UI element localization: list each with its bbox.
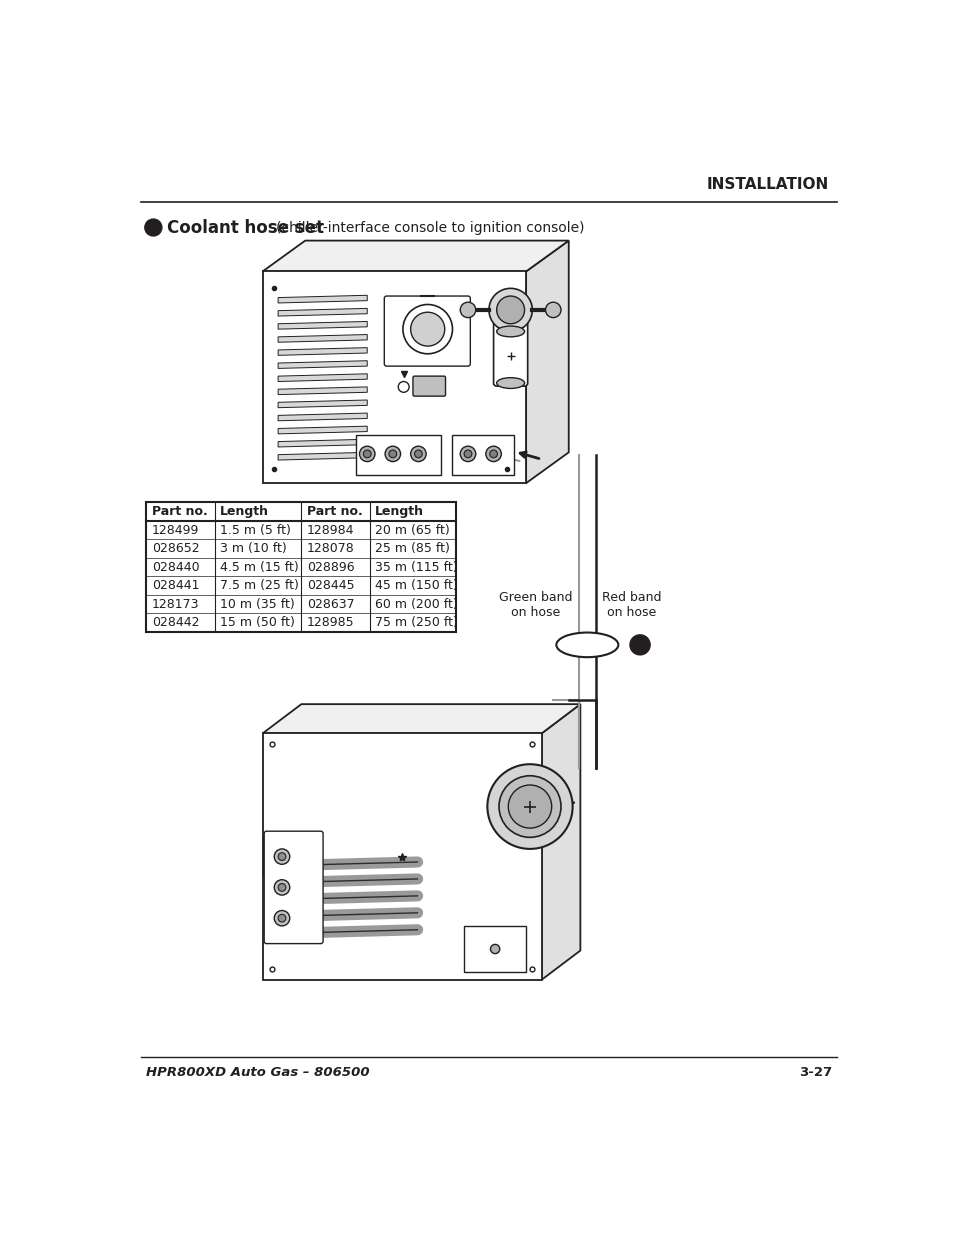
- Text: 028652: 028652: [152, 542, 199, 555]
- Circle shape: [359, 446, 375, 462]
- Text: 128985: 128985: [307, 616, 355, 629]
- Circle shape: [389, 450, 396, 458]
- Polygon shape: [278, 335, 367, 342]
- Circle shape: [278, 883, 286, 892]
- Polygon shape: [278, 374, 367, 382]
- Polygon shape: [262, 704, 579, 734]
- Polygon shape: [262, 272, 525, 483]
- Circle shape: [397, 382, 409, 393]
- Circle shape: [459, 446, 476, 462]
- Text: 60 m (200 ft): 60 m (200 ft): [375, 598, 457, 610]
- Text: 15 m (50 ft): 15 m (50 ft): [220, 616, 294, 629]
- Polygon shape: [278, 440, 367, 447]
- FancyBboxPatch shape: [263, 836, 271, 877]
- Text: 128173: 128173: [152, 598, 199, 610]
- Bar: [146, 503, 456, 632]
- Ellipse shape: [497, 378, 524, 389]
- Text: 028442: 028442: [152, 616, 199, 629]
- Circle shape: [145, 219, 162, 236]
- Circle shape: [415, 450, 422, 458]
- Text: Length: Length: [220, 505, 269, 519]
- Circle shape: [508, 785, 551, 829]
- Circle shape: [490, 945, 499, 953]
- Circle shape: [410, 312, 444, 346]
- Polygon shape: [278, 387, 367, 395]
- Text: 028441: 028441: [152, 579, 199, 592]
- Text: HPR800XD Auto Gas – 806500: HPR800XD Auto Gas – 806500: [146, 1066, 370, 1078]
- Circle shape: [498, 776, 560, 837]
- Text: (chiller-interface console to ignition console): (chiller-interface console to ignition c…: [275, 221, 583, 235]
- Circle shape: [489, 450, 497, 458]
- Circle shape: [410, 446, 426, 462]
- FancyBboxPatch shape: [464, 926, 525, 972]
- FancyBboxPatch shape: [493, 311, 527, 387]
- Polygon shape: [278, 452, 367, 461]
- Text: Part no.: Part no.: [152, 505, 208, 519]
- Circle shape: [488, 288, 532, 331]
- FancyBboxPatch shape: [413, 377, 445, 396]
- Text: 1.5 m (5 ft): 1.5 m (5 ft): [220, 524, 291, 537]
- Text: 7: 7: [149, 221, 157, 233]
- Polygon shape: [278, 412, 367, 421]
- Text: 25 m (85 ft): 25 m (85 ft): [375, 542, 450, 555]
- Text: Green band
on hose: Green band on hose: [498, 592, 572, 619]
- Circle shape: [629, 635, 649, 655]
- Polygon shape: [278, 295, 367, 303]
- Text: Red band
on hose: Red band on hose: [601, 592, 660, 619]
- Text: INSTALLATION: INSTALLATION: [706, 177, 828, 193]
- Text: 45 m (150 ft): 45 m (150 ft): [375, 579, 457, 592]
- Text: 028440: 028440: [152, 561, 199, 573]
- Polygon shape: [278, 321, 367, 330]
- Circle shape: [274, 848, 290, 864]
- Text: 7.5 m (25 ft): 7.5 m (25 ft): [220, 579, 298, 592]
- Circle shape: [385, 446, 400, 462]
- Circle shape: [278, 914, 286, 923]
- Circle shape: [459, 303, 476, 317]
- Circle shape: [274, 879, 290, 895]
- Text: 20 m (65 ft): 20 m (65 ft): [375, 524, 449, 537]
- Circle shape: [402, 305, 452, 353]
- Polygon shape: [525, 241, 568, 483]
- Text: Part no.: Part no.: [307, 505, 362, 519]
- Text: 128499: 128499: [152, 524, 199, 537]
- Text: 7: 7: [635, 638, 643, 651]
- Circle shape: [274, 910, 290, 926]
- Text: 35 m (115 ft): 35 m (115 ft): [375, 561, 457, 573]
- Ellipse shape: [497, 326, 524, 337]
- Text: Coolant hose set: Coolant hose set: [167, 219, 324, 237]
- Polygon shape: [278, 400, 367, 408]
- Circle shape: [497, 296, 524, 324]
- Text: 028445: 028445: [307, 579, 355, 592]
- FancyBboxPatch shape: [355, 436, 440, 475]
- Text: 028896: 028896: [307, 561, 355, 573]
- Text: 3-27: 3-27: [799, 1066, 831, 1078]
- Circle shape: [485, 446, 500, 462]
- Circle shape: [545, 303, 560, 317]
- Text: 128984: 128984: [307, 524, 354, 537]
- Circle shape: [487, 764, 572, 848]
- Polygon shape: [278, 347, 367, 356]
- Ellipse shape: [556, 632, 618, 657]
- Polygon shape: [262, 241, 568, 272]
- Polygon shape: [262, 734, 541, 979]
- Text: 4.5 m (15 ft): 4.5 m (15 ft): [220, 561, 298, 573]
- Text: 028637: 028637: [307, 598, 355, 610]
- Polygon shape: [541, 704, 579, 979]
- Text: 10 m (35 ft): 10 m (35 ft): [220, 598, 294, 610]
- FancyBboxPatch shape: [264, 831, 323, 944]
- Circle shape: [464, 450, 472, 458]
- Polygon shape: [278, 426, 367, 433]
- Text: 75 m (250 ft): 75 m (250 ft): [375, 616, 457, 629]
- Circle shape: [363, 450, 371, 458]
- Text: 128078: 128078: [307, 542, 355, 555]
- Text: Length: Length: [375, 505, 423, 519]
- FancyBboxPatch shape: [452, 436, 514, 475]
- Text: 3 m (10 ft): 3 m (10 ft): [220, 542, 287, 555]
- Polygon shape: [278, 361, 367, 368]
- Polygon shape: [278, 309, 367, 316]
- Circle shape: [278, 852, 286, 861]
- FancyBboxPatch shape: [384, 296, 470, 366]
